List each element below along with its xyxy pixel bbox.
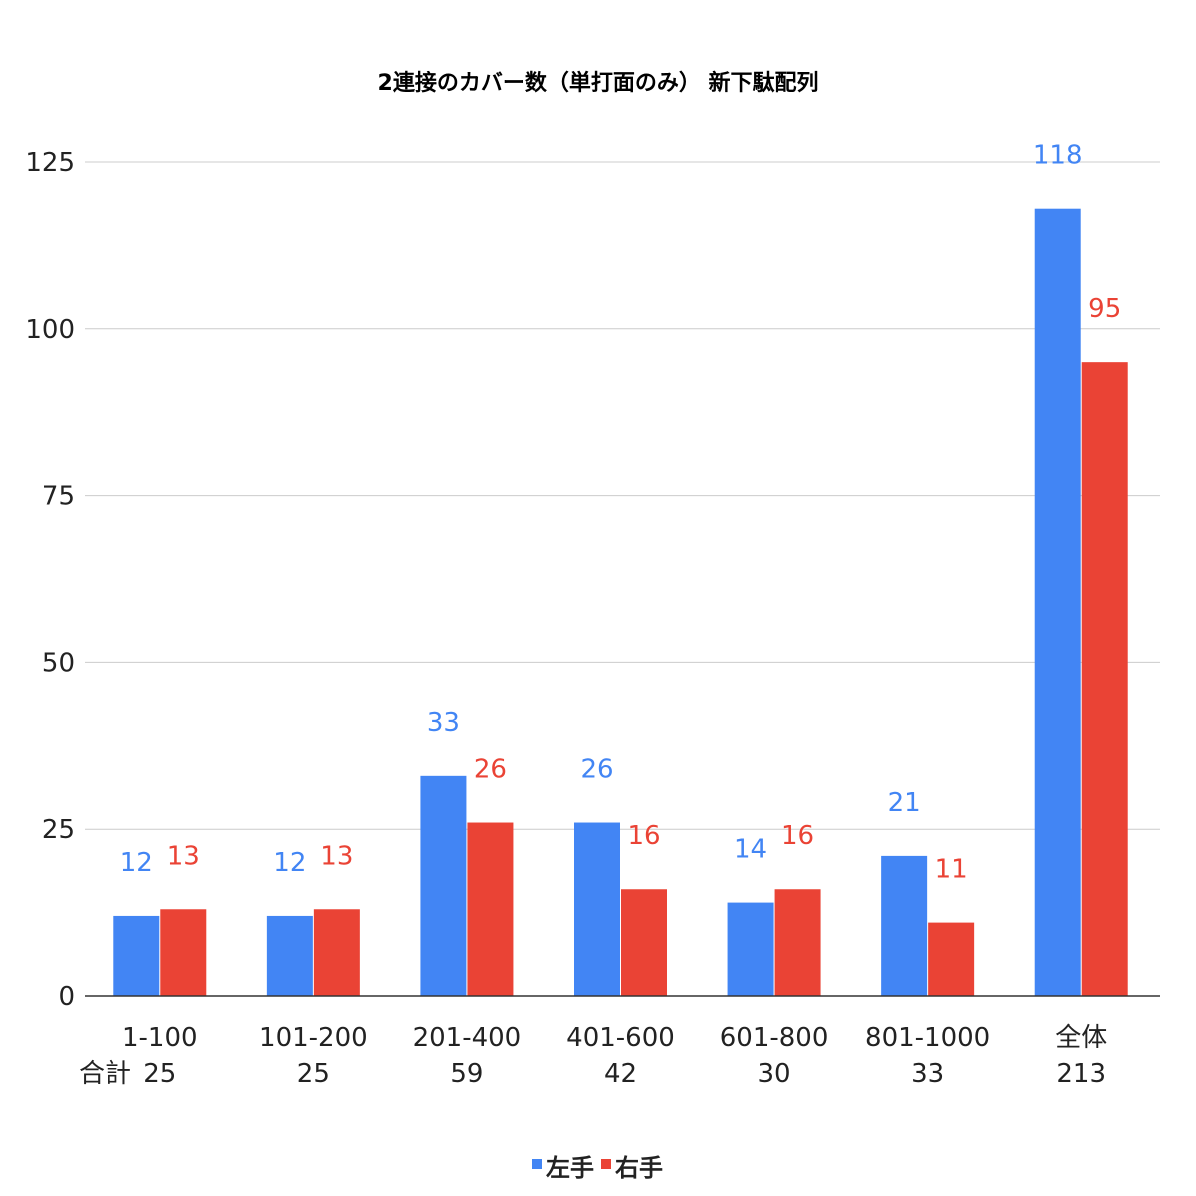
chart-title: 2連接のカバー数（単打面のみ） 新下駄配列	[378, 70, 819, 96]
legend-swatch	[601, 1159, 611, 1169]
x-total-label: 33	[911, 1059, 944, 1089]
x-total-label: 25	[143, 1059, 176, 1089]
x-axis: 合計 1-100 25 101-200 25 201-400 59 401-600 42 601…	[79, 1023, 1107, 1089]
x-total-label: 25	[297, 1059, 330, 1089]
bar-left-hand	[1034, 208, 1081, 997]
data-label: 26	[474, 755, 507, 785]
data-label: 33	[427, 708, 460, 738]
data-label: 21	[888, 788, 921, 818]
y-tick-label: 0	[58, 982, 75, 1012]
bar-right-hand	[467, 822, 514, 996]
bar-left-hand	[574, 822, 620, 996]
x-tick-label: 401-600	[566, 1023, 675, 1053]
bars	[113, 208, 1128, 997]
legend: 左手 右手	[532, 1154, 663, 1182]
x-tick-label: 全体	[1055, 1023, 1107, 1053]
bar-left-hand	[266, 915, 313, 996]
x-total-label: 59	[450, 1059, 483, 1089]
bar-right-hand	[774, 889, 821, 996]
data-label: 118	[1033, 141, 1083, 171]
bar-left-hand	[881, 855, 928, 996]
y-axis: 0 25 50 75 100 125	[25, 148, 75, 1012]
bar-right-hand	[1081, 362, 1128, 996]
data-label: 16	[627, 821, 660, 851]
x-total-label: 213	[1056, 1059, 1106, 1089]
data-label: 12	[273, 848, 306, 878]
gridlines	[85, 161, 1160, 830]
bar-right-hand	[160, 909, 207, 996]
x-tick-label: 601-800	[720, 1023, 829, 1053]
data-label: 12	[120, 848, 153, 878]
legend-label: 左手	[546, 1154, 594, 1182]
y-tick-label: 100	[25, 315, 75, 345]
bar-right-hand	[621, 889, 667, 996]
x-total-label: 30	[758, 1059, 791, 1089]
bar-left-hand	[113, 915, 160, 996]
x-tick-label: 1-100	[122, 1023, 198, 1053]
bar-right-hand	[313, 909, 360, 996]
x-tick-label: 201-400	[413, 1023, 522, 1053]
x-tick-label: 101-200	[259, 1023, 368, 1053]
data-label: 26	[580, 755, 613, 785]
legend-label: 右手	[615, 1154, 663, 1182]
x-tick-label: 801-1000	[865, 1023, 990, 1053]
y-tick-label: 125	[25, 148, 75, 178]
y-tick-label: 50	[42, 648, 75, 678]
data-label: 11	[935, 855, 968, 885]
data-label: 13	[320, 841, 353, 871]
data-label: 16	[781, 821, 814, 851]
data-label: 95	[1088, 294, 1121, 324]
data-label: 13	[167, 841, 200, 871]
data-labels: 12 13 12 13 33 26 26 16 14 16 21 11 118 95	[120, 141, 1122, 885]
bar-left-hand	[727, 902, 774, 996]
y-tick-label: 25	[42, 815, 75, 845]
bar-left-hand	[420, 775, 467, 996]
bar-right-hand	[928, 922, 975, 996]
x-total-label: 42	[604, 1059, 637, 1089]
legend-swatch	[532, 1159, 542, 1169]
totals-row-label: 合計	[79, 1059, 131, 1089]
y-tick-label: 75	[42, 482, 75, 512]
data-label: 14	[734, 835, 767, 865]
